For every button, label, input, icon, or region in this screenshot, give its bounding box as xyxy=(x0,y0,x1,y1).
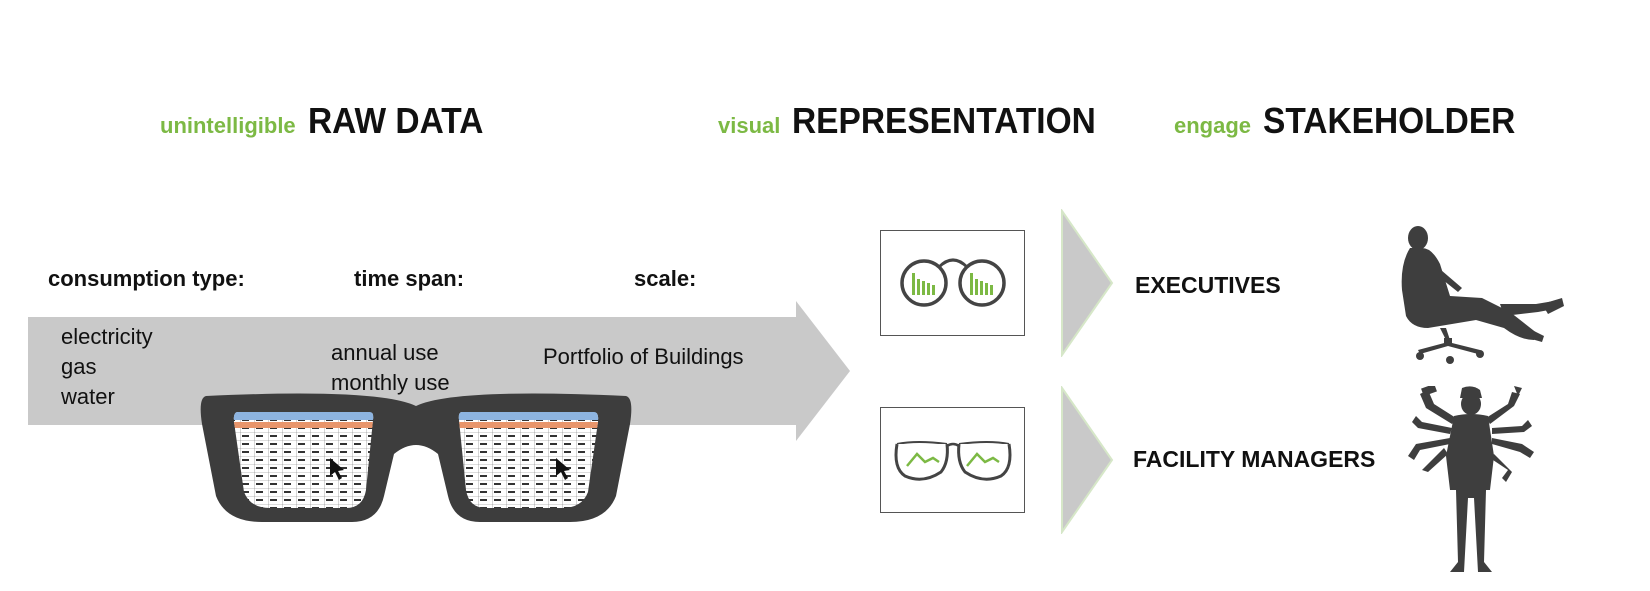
heading-engage-title: STAKEHOLDER xyxy=(1263,100,1516,141)
value-portfolio: Portfolio of Buildings xyxy=(543,344,744,369)
scale-label: scale: xyxy=(634,266,697,291)
heading-raw-data: unintelligible RAW DATA xyxy=(160,100,496,142)
data-band-arrowhead xyxy=(796,301,850,441)
facility-managers-label: FACILITY MANAGERS xyxy=(1133,446,1376,472)
round-glasses-bar-chart-icon xyxy=(900,258,1006,307)
scale-values: Portfolio of Buildings xyxy=(543,342,744,372)
heading-raw-adjective: unintelligible xyxy=(160,113,296,138)
consumption-values: electricity gas water xyxy=(61,322,153,412)
value-monthly-use: monthly use xyxy=(331,370,450,395)
glasses-with-spreadsheet-lenses-icon xyxy=(200,393,632,522)
executive-chevron-icon xyxy=(1061,209,1114,357)
value-annual-use: annual use xyxy=(331,340,439,365)
time-span-label: time span: xyxy=(354,266,465,291)
facility-visual-card xyxy=(880,407,1025,513)
heading-stakeholder: engage STAKEHOLDER xyxy=(1174,100,1534,142)
heading-visual-adjective: visual xyxy=(718,113,781,138)
heading-raw-title: RAW DATA xyxy=(307,100,484,141)
facility-chevron-icon xyxy=(1061,386,1114,534)
executive-visual-card xyxy=(880,230,1025,336)
value-gas: gas xyxy=(61,354,97,379)
multi-armed-worker-with-tools-silhouette-icon xyxy=(1408,386,1534,572)
executive-in-chair-silhouette-icon xyxy=(1401,226,1564,364)
value-water: water xyxy=(61,384,115,409)
heading-visual-title: REPRESENTATION xyxy=(792,100,1097,141)
consumption-type-label: consumption type: xyxy=(48,266,245,291)
aviator-glasses-line-chart-icon xyxy=(894,441,1012,481)
value-electricity: electricity xyxy=(61,324,153,349)
time-values: annual use monthly use xyxy=(331,338,450,398)
heading-representation: visual REPRESENTATION xyxy=(718,100,1119,142)
executives-label: EXECUTIVES xyxy=(1135,272,1281,298)
heading-engage-adjective: engage xyxy=(1174,113,1252,138)
